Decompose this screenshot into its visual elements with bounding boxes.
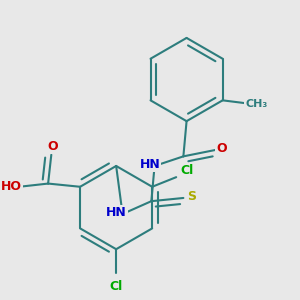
- Text: O: O: [217, 142, 227, 155]
- Text: CH₃: CH₃: [245, 98, 267, 109]
- Text: HN: HN: [140, 158, 160, 171]
- Text: Cl: Cl: [110, 280, 123, 292]
- Text: Cl: Cl: [181, 164, 194, 177]
- Text: HO: HO: [1, 180, 22, 193]
- Text: O: O: [48, 140, 58, 153]
- Text: S: S: [187, 190, 196, 203]
- Text: HN: HN: [106, 206, 127, 219]
